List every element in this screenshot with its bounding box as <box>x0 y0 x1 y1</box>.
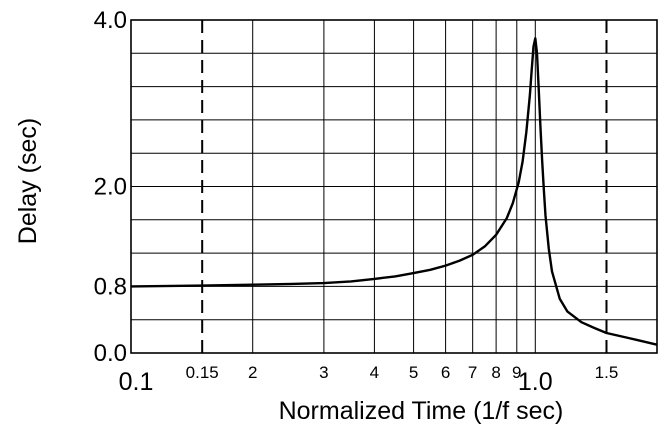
x-tick-label: 3 <box>319 363 328 382</box>
x-tick-label: 9 <box>512 363 521 382</box>
y-tick-label: 4.0 <box>94 7 127 34</box>
y-tick-label: 0.8 <box>94 273 127 300</box>
x-tick-label: 4 <box>370 363 379 382</box>
delay-curve <box>130 37 658 346</box>
x-tick-label: 8 <box>491 363 500 382</box>
x-tick-label: 5 <box>409 363 418 382</box>
x-tick-label: 6 <box>441 363 450 382</box>
plot-frame <box>130 19 658 354</box>
reference-lines <box>201 20 608 353</box>
x-tick-labels: 0.1 0.15 2 3 4 5 6 7 8 91.0 1.5 <box>119 363 619 396</box>
y-tick-label: 2.0 <box>94 174 127 201</box>
x-tick-label: 2 <box>248 363 257 382</box>
grid <box>131 19 657 353</box>
y-tick-labels: 0.0 0.8 2.0 4.0 <box>94 7 127 367</box>
x-tick-label: 0.1 <box>119 368 154 396</box>
y-tick-label: 0.0 <box>94 340 127 367</box>
x-tick-label: 1.5 <box>595 363 619 382</box>
y-axis-title: Delay (sec) <box>14 118 42 244</box>
x-tick-label: 0.15 <box>186 363 219 382</box>
x-tick-label: 7 <box>468 363 477 382</box>
x-tick-label: 1.0 <box>518 368 553 396</box>
x-axis-title: Normalized Time (1/f sec) <box>279 397 564 425</box>
